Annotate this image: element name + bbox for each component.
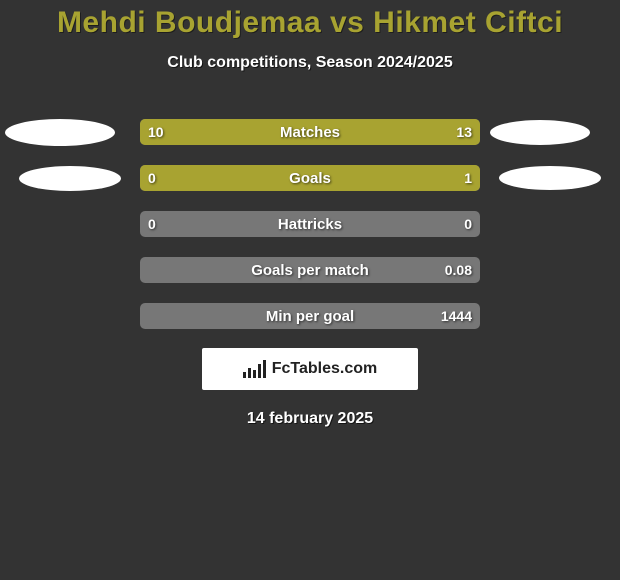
stat-bar: Goals per match0.08 <box>140 257 480 283</box>
stat-row: Goals0 1 <box>0 154 620 200</box>
left-avatar-placeholder <box>5 119 115 146</box>
stat-row: Min per goal1444 <box>0 292 620 338</box>
stat-value-left: 10 <box>148 119 164 145</box>
stat-label: Min per goal <box>140 303 480 329</box>
stat-row: Matches10 13 <box>0 108 620 154</box>
stat-value-right: 13 <box>456 119 472 145</box>
comparison-card: Mehdi Boudjemaa vs Hikmet Ciftci Club co… <box>0 0 620 428</box>
right-avatar-placeholder <box>499 166 601 190</box>
stat-bar: Hattricks0 0 <box>140 211 480 237</box>
subtitle: Club competitions, Season 2024/2025 <box>0 54 620 72</box>
stat-value-right: 0 <box>464 211 472 237</box>
stat-label: Goals <box>140 165 480 191</box>
stat-bar: Goals0 1 <box>140 165 480 191</box>
stat-bar: Matches10 13 <box>140 119 480 145</box>
date-text: 14 february 2025 <box>0 410 620 428</box>
stat-value-right: 0.08 <box>445 257 472 283</box>
stat-value-left: 0 <box>148 211 156 237</box>
brand-box[interactable]: FcTables.com <box>202 348 418 390</box>
page-title: Mehdi Boudjemaa vs Hikmet Ciftci <box>0 6 620 40</box>
stat-row: Hattricks0 0 <box>0 200 620 246</box>
stat-value-right: 1444 <box>441 303 472 329</box>
stat-rows: Matches1013Goals01Hattricks00Goals per m… <box>0 108 620 338</box>
stat-value-right: 1 <box>464 165 472 191</box>
stat-label: Goals per match <box>140 257 480 283</box>
stat-value-left: 0 <box>148 165 156 191</box>
stat-label: Hattricks <box>140 211 480 237</box>
stat-row: Goals per match0.08 <box>0 246 620 292</box>
stat-bar: Min per goal1444 <box>140 303 480 329</box>
right-avatar-placeholder <box>490 120 590 145</box>
chart-icon <box>243 360 266 378</box>
brand-text: FcTables.com <box>272 360 378 378</box>
stat-label: Matches <box>140 119 480 145</box>
left-avatar-placeholder <box>19 166 121 191</box>
